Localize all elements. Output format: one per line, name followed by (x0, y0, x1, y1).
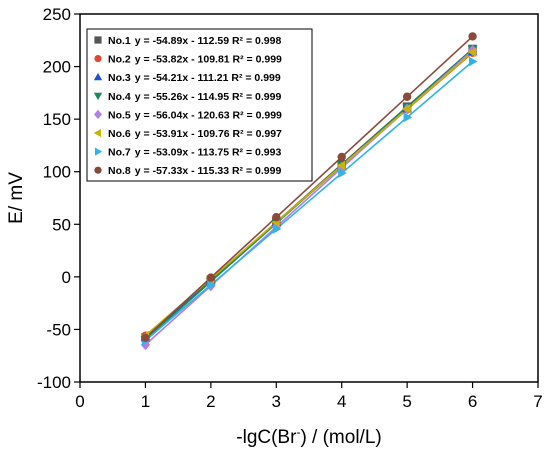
legend-marker (93, 92, 103, 101)
data-point (272, 224, 282, 234)
data-point (141, 333, 150, 343)
y-tick-label: -50 (46, 320, 71, 339)
legend-entry: No.8 y = -57.33x - 115.33 R² = 0.999 (108, 165, 281, 177)
legend-marker (93, 128, 102, 138)
x-tick-label: 1 (141, 392, 150, 411)
legend-marker (93, 72, 103, 81)
data-point (336, 160, 346, 171)
x-tick-label: 0 (75, 392, 84, 411)
data-point (337, 152, 346, 162)
x-tick-label: 5 (402, 392, 411, 411)
y-tick-label: 150 (43, 110, 71, 129)
data-point (403, 112, 413, 123)
x-tick-label: 4 (337, 392, 346, 411)
fit-line-No.7 (144, 60, 474, 342)
data-markers (140, 32, 478, 351)
legend-marker (94, 166, 102, 174)
data-point (469, 56, 478, 67)
x-tick-label: 2 (206, 392, 215, 411)
legend-entry: No.4 y = -55.26x - 114.95 R² = 0.999 (108, 91, 281, 103)
y-axis: -100 -50 0 50 100 150 200 250 (37, 5, 80, 392)
y-tick-label: 250 (43, 5, 71, 24)
legend-marker (94, 147, 103, 156)
data-point (207, 280, 216, 290)
y-tick-label: -100 (37, 373, 71, 392)
data-point (402, 92, 412, 101)
legend-entry: No.6 y = -53.91x - 109.76 R² = 0.997 (108, 128, 282, 140)
legend-box (86, 28, 313, 182)
x-tick-label: 7 (533, 392, 542, 411)
data-point (206, 273, 216, 282)
fit-lines (144, 35, 474, 346)
y-axis-title: E/ mV (6, 172, 27, 224)
x-tick-label: 3 (272, 392, 281, 411)
legend-entry: No.2 y = -53.82x - 109.81 R² = 0.999 (108, 54, 282, 66)
data-point (468, 32, 477, 41)
x-axis: 0 1 2 3 4 5 6 7 (75, 382, 543, 411)
legend-marker (94, 55, 102, 63)
x-axis-title: -lgC(Br-) / (mol/L) (236, 425, 381, 448)
data-point (402, 104, 411, 114)
legend: No.1 y = -54.89x - 112.59 R² = 0.998 No.2 y… (86, 28, 313, 182)
legend-marker (94, 109, 102, 120)
y-tick-label: 50 (52, 215, 71, 234)
data-point (272, 213, 281, 222)
legend-entry: No.3 y = -54.21x - 111.21 R² = 0.999 (108, 72, 281, 84)
y-tick-label: 0 (62, 268, 71, 287)
legend-entry: No.7 y = -53.09x - 113.75 R² = 0.993 (108, 147, 281, 159)
fit-line-No.8 (144, 35, 474, 339)
legend-marker (94, 36, 102, 44)
x-tick-label: 6 (468, 392, 477, 411)
y-tick-label: 100 (43, 163, 71, 182)
legend-entry: No.1 y = -54.89x - 112.59 R² = 0.998 (108, 35, 281, 47)
legend-entry: No.5 y = -56.04x - 120.63 R² = 0.999 (108, 109, 282, 121)
y-tick-label: 200 (43, 58, 71, 77)
data-point (338, 168, 347, 179)
data-point (467, 47, 477, 57)
